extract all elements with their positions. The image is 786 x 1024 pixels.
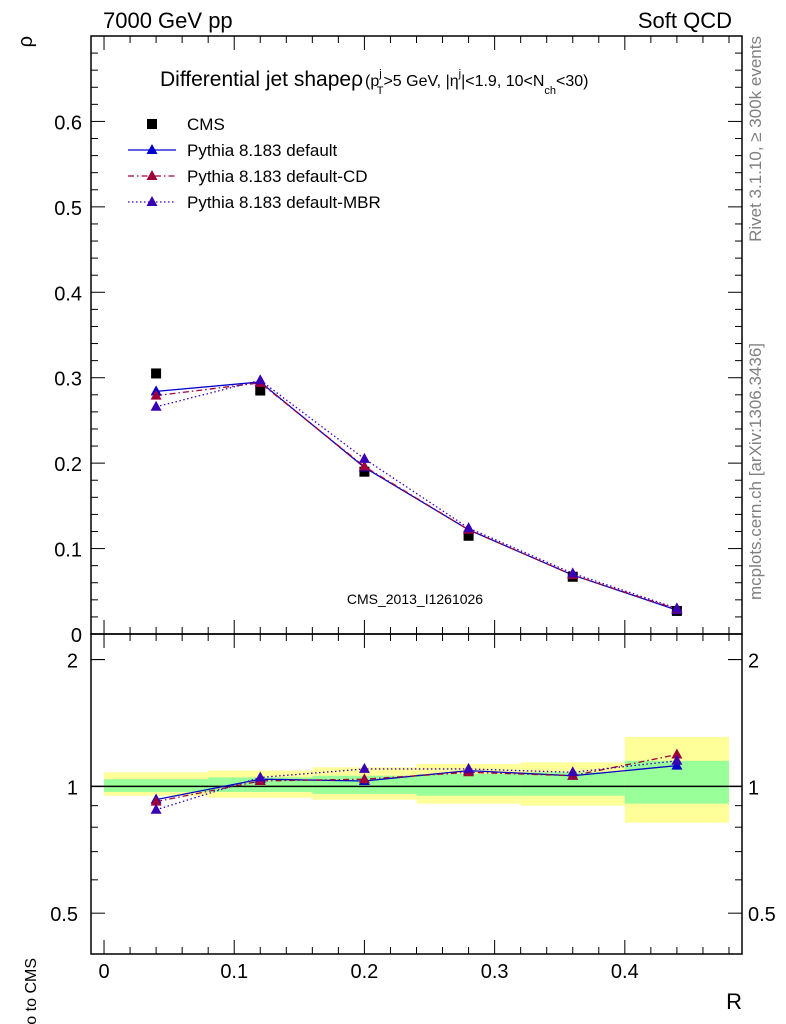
x-tick-label: 0.2 (351, 961, 379, 983)
series-marker-mbr (254, 374, 266, 385)
legend-label-mbr: Pythia 8.183 default-MBR (187, 193, 381, 212)
ratio-panel: 0.5 0.5 1 1 2 2 0 0.1 0.2 0.3 0.4 (50, 633, 776, 983)
ratio-marker-cd (150, 795, 162, 806)
chart-title-main: Differential jet shape (160, 68, 351, 91)
x-tick-label: 0.3 (481, 961, 509, 983)
ratio-marker-cd (358, 773, 370, 784)
header-category-label: Soft QCD (638, 8, 732, 33)
ratio-y-tick-label-left: 1 (67, 777, 78, 799)
ratio-marker-mbr (463, 762, 475, 773)
series-marker-mbr (671, 602, 683, 613)
cms-data-point (463, 530, 474, 541)
ratio-panel-bands (104, 736, 729, 823)
uncertainty-band-inner (104, 779, 209, 792)
main-y-tick-label: 0.6 (54, 112, 82, 134)
ratio-panel-markers (150, 748, 683, 814)
series-line-mbr (155, 379, 678, 609)
ratio-panel-tick-labels: 0.5 0.5 1 1 2 2 0 0.1 0.2 0.3 0.4 (50, 651, 776, 983)
legend-marker-cd (146, 170, 158, 180)
ratio-y-tick-label-right: 1 (748, 777, 759, 799)
x-tick-label: 0.1 (220, 961, 248, 983)
uncertainty-band-inner (416, 773, 521, 796)
main-panel-series (155, 379, 678, 611)
legend-marker-default (146, 144, 158, 154)
x-tick-label: 0 (98, 961, 109, 983)
legend-label-cms: CMS (187, 115, 225, 134)
legend-label-default: Pythia 8.183 default (187, 141, 338, 160)
ratio-marker-mbr (567, 766, 579, 777)
main-y-tick-label: 0 (71, 625, 82, 647)
main-panel-tick-labels: 0 0.1 0.2 0.3 0.4 0.5 0.6 (54, 112, 82, 647)
ratio-y-tick-label-left: 0.5 (50, 904, 78, 926)
series-line-default (156, 381, 678, 611)
series-marker-mbr (567, 567, 579, 578)
main-y-tick-label: 0.5 (54, 198, 82, 220)
chart-title-pt-sub: T (377, 85, 384, 97)
chart-title-rho: ρ (351, 68, 363, 91)
chart-title-cuts-3: |<1.9, 10<N (461, 73, 544, 90)
ratio-marker-cd (671, 748, 683, 759)
series-marker-mbr (463, 522, 475, 533)
legend: CMS Pythia 8.183 default Pythia 8.183 defa… (128, 115, 381, 212)
ratio-panel-y-label: Ratio to CMS (23, 958, 40, 1024)
cms-data-point (255, 385, 266, 396)
main-panel: 0 0.1 0.2 0.3 0.4 0.5 0.6 Differential jet sha… (54, 35, 743, 647)
analysis-watermark: CMS_2013_I1261026 (347, 591, 483, 607)
header-energy-label: 7000 GeV pp (103, 8, 233, 33)
chart-title-eta-sup: j (458, 68, 461, 80)
main-panel-ticks (91, 35, 742, 635)
main-panel-markers (150, 368, 683, 616)
series-line-cd (156, 382, 678, 610)
ratio-y-tick-label-right: 0.5 (748, 904, 776, 926)
cms-data-point (359, 466, 370, 477)
chart-title: Differential jet shapeρ (pj T>5 GeV, |ηj|<… (160, 68, 589, 97)
ratio-line-default (155, 764, 677, 801)
main-y-tick-label: 0.2 (54, 454, 82, 476)
chart-title-cuts-4: <30) (556, 73, 588, 90)
chart-title-pt-sup: j (378, 68, 381, 80)
uncertainty-band-inner (520, 772, 625, 796)
ratio-marker-mbr (358, 762, 370, 773)
chart-title-cuts-1: (p (365, 73, 379, 90)
main-y-tick-label: 0.1 (54, 540, 82, 562)
ratio-marker-mbr (254, 771, 266, 782)
source-label: mcplots.cern.ch [arXiv:1306.3436] (746, 343, 765, 600)
main-y-tick-label: 0.3 (54, 369, 82, 391)
legend-label-cd: Pythia 8.183 default-CD (187, 167, 368, 186)
ratio-line-cd (155, 753, 678, 803)
series-marker-mbr (358, 452, 370, 463)
x-tick-label: 0.4 (611, 961, 639, 983)
ratio-marker-mbr (150, 803, 162, 814)
legend-marker-mbr (146, 196, 158, 206)
ratio-y-tick-label-left: 2 (67, 651, 78, 673)
ratio-marker-mbr (671, 754, 683, 765)
main-panel-y-label: ρ (15, 36, 37, 47)
rivet-version-label: Rivet 3.1.10, ≥ 300k events (746, 36, 765, 242)
ratio-panel-ticks (91, 634, 742, 955)
main-y-tick-label: 0.4 (54, 283, 82, 305)
ratio-panel-series (155, 753, 678, 811)
legend-marker-cms (147, 119, 157, 129)
x-axis-label: R (726, 989, 742, 1014)
series-marker-cd (150, 389, 162, 400)
chart-title-nch-sub: ch (544, 85, 556, 97)
ratio-y-tick-label-right: 2 (748, 651, 759, 673)
series-marker-cd (358, 460, 370, 471)
chart-title-cuts-2: >5 GeV, |η (383, 73, 458, 90)
series-marker-mbr (150, 400, 162, 411)
cms-data-point (151, 368, 162, 379)
